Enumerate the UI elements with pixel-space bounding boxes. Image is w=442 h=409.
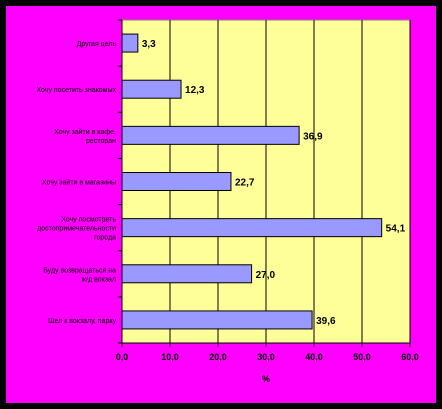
x-tick-label: 50,0 [353,352,371,362]
category-label: города [94,235,116,242]
category-label: Буду возвращаться на [43,267,116,274]
category-label: достопримечательности [37,226,116,233]
category-label: Другая цель [77,41,117,48]
bar [121,310,313,330]
data-label: 12,3 [185,85,205,96]
category-label: Хочу посмотреть [61,217,116,224]
category-label: Хочу зайти в магазины [42,179,116,187]
bar [121,218,383,238]
x-axis-title: % [262,374,270,384]
bar [121,33,139,53]
data-label: 22,7 [235,178,255,189]
x-tick-label: 10,0 [161,352,179,362]
bar [121,264,253,284]
x-tick-label: 0,0 [116,352,129,362]
x-tick-label: 20,0 [209,352,227,362]
data-label: 36,9 [303,131,323,142]
category-label: Хочу посетить знакомых [36,87,116,94]
data-label: 3,3 [142,39,156,50]
category-label: ж/д вокзал [81,276,116,283]
category-label: Хочу зайти в кафе, [54,128,116,136]
data-label: 54,1 [386,224,406,235]
x-tick-label: 60,0 [401,352,419,362]
x-tick-label: 30,0 [257,352,275,362]
bar [121,79,182,99]
data-label: 39,6 [316,316,336,327]
bar [121,125,300,145]
bar [121,172,232,191]
data-label: 27,0 [256,270,276,281]
x-tick-label: 40,0 [305,352,323,362]
category-label: Шел к вокзалу, парку [48,318,116,325]
category-label: ресторан [86,138,116,145]
